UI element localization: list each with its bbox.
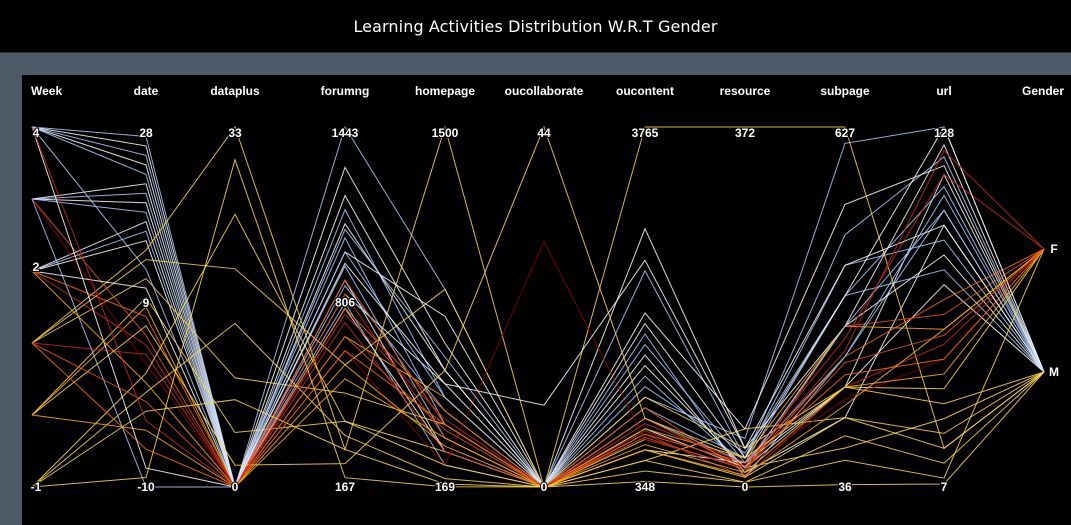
tick-label: 44 — [537, 126, 551, 140]
axis-title-date: date — [134, 84, 159, 98]
tick-label: 169 — [435, 480, 455, 494]
tick-label: -10 — [137, 480, 155, 494]
axis-title-url: url — [936, 84, 951, 98]
tick-label: 0 — [742, 480, 749, 494]
data-line — [31, 125, 1045, 466]
tick-label: 2 — [33, 260, 40, 274]
tick-label: 33 — [228, 126, 242, 140]
axis-title-oucollaborate: oucollaborate — [505, 84, 584, 98]
chart-title: Learning Activities Distribution W.R.T G… — [353, 16, 718, 36]
tick-label: 348 — [635, 480, 655, 494]
data-line — [31, 126, 1045, 489]
tick-label: -1 — [31, 480, 42, 494]
axis-title-week: Week — [31, 84, 62, 98]
tick-label: 372 — [735, 126, 755, 140]
title-bar: Learning Activities Distribution W.R.T G… — [0, 0, 1071, 53]
tick-label: 7 — [941, 480, 948, 494]
parallel-coordinates-chart: Week 4 2 -1 date 28 9 -10 dataplus 33 0 forumng 1443… — [30, 84, 1065, 495]
tick-label: 1443 — [332, 126, 359, 140]
tick-label: F — [1050, 242, 1057, 256]
tick-label: 3765 — [632, 126, 659, 140]
tick-label: 4 — [33, 126, 40, 140]
data-line — [31, 198, 1045, 488]
axis-title-homepage: homepage — [415, 84, 475, 98]
axis-title-forumng: forumng — [321, 84, 370, 98]
axis-title-resource: resource — [720, 84, 771, 98]
axis-title-dataplus: dataplus — [210, 84, 260, 98]
tick-label: 0 — [232, 480, 239, 494]
tick-label: 167 — [335, 480, 355, 494]
tick-label: 627 — [835, 126, 855, 140]
tick-label: 0 — [541, 480, 548, 494]
axis-title-subpage: subpage — [820, 84, 870, 98]
data-line — [31, 173, 1045, 488]
axis-title-oucontent: oucontent — [616, 84, 674, 98]
chart-panel: Week 4 2 -1 date 28 9 -10 dataplus 33 0 forumng 1443… — [22, 75, 1071, 525]
axis-title-gender: Gender — [1022, 84, 1064, 98]
data-line — [31, 240, 1045, 489]
axes: Week 4 2 -1 date 28 9 -10 dataplus 33 0 forumng 1443… — [30, 84, 1065, 495]
tick-label: 806 — [335, 296, 355, 310]
tick-label: M — [1049, 365, 1059, 379]
data-line — [31, 224, 1045, 489]
tick-label: 9 — [143, 296, 150, 310]
tick-label: 36 — [838, 480, 852, 494]
data-lines — [31, 125, 1045, 489]
tick-label: 1500 — [432, 126, 459, 140]
tick-label: 128 — [934, 126, 954, 140]
data-line — [31, 158, 1045, 488]
tick-label: 28 — [139, 126, 153, 140]
